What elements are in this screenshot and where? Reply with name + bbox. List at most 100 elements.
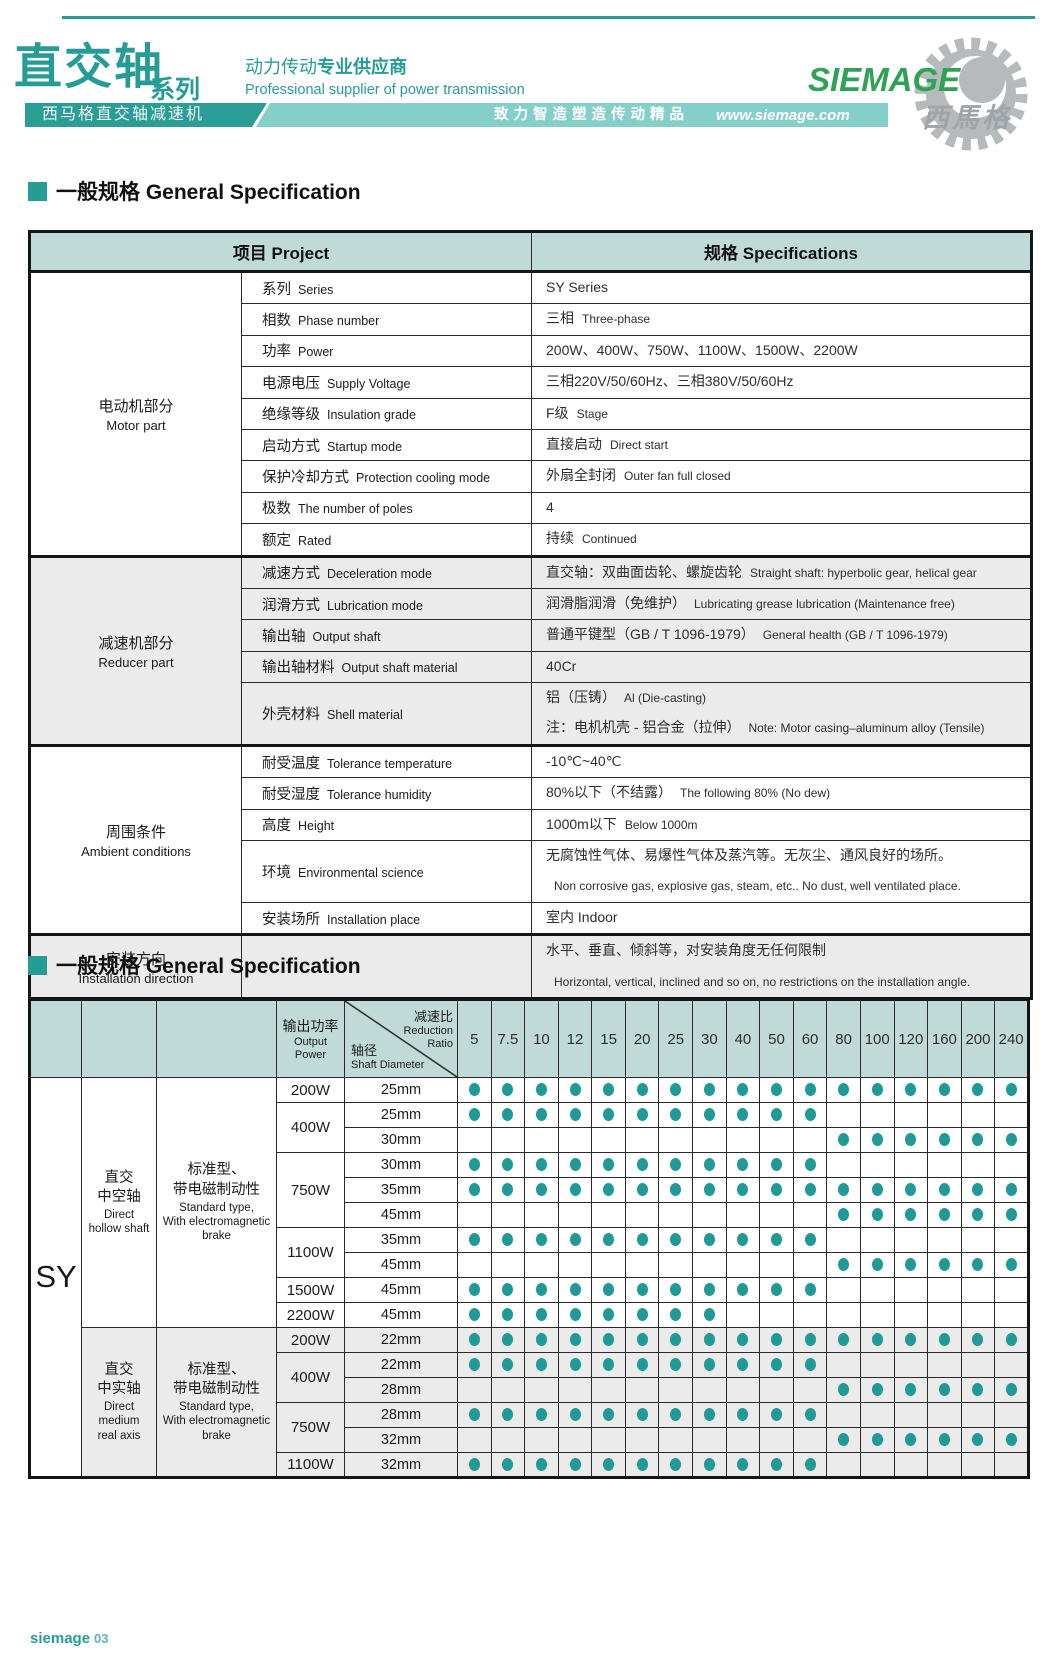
ratio-dot-cell [759,1102,794,1128]
ratio-dot-cell [927,1202,962,1228]
ratio-dot-cell [759,1152,794,1178]
empty-header-cell [156,999,277,1078]
spec-item-cell: 极数 The number of poles [241,491,532,525]
ratio-dot-cell [960,1152,996,1178]
item-label-en: Environmental science [298,865,424,880]
availability-dot [1005,1208,1017,1222]
spec-value-cell: 三相220V/50/60Hz、三相380V/50/60Hz [531,366,1032,399]
slogan-en: Professional supplier of power transmiss… [245,82,525,98]
item-label-en: Deceleration mode [327,567,432,582]
spec-value-line: 水平、垂直、倾斜等，对安装角度无任何限制 [546,936,1030,966]
availability-dot [569,1333,581,1347]
ratio-dot-cell [893,1427,929,1453]
ratio-dot-cell [524,1452,559,1478]
item-label-cn: 额定 [262,532,291,549]
ratio-dot-cell [826,1302,861,1328]
spec-group-cell: 减速机部分 Reducer part [29,554,242,746]
availability-dot [502,1308,514,1322]
ratio-dot-cell [692,1452,727,1478]
ratio-dot-cell [591,1377,626,1403]
ratio-dot-cell [658,1202,694,1228]
ratio-dot-cell [557,1402,593,1428]
spec-value-cell: 无腐蚀性气体、易爆性气体及蒸汽等。无灰尘、通风良好的场所。 Non corrosi… [531,840,1032,903]
availability-dot [569,1108,581,1122]
ratio-dot-cell [557,1102,593,1128]
availability-dot [535,1308,547,1322]
availability-dot [670,1408,682,1422]
spec-value-cn: 普通平键型（GB / T 1096-1979） [546,626,755,643]
ratio-dot-cell [960,1427,996,1453]
ratio-dot-cell [624,1277,660,1303]
availability-dot [938,1083,950,1097]
availability-dot [938,1383,950,1397]
ratio-dot-cell [859,1302,895,1328]
availability-dot [670,1233,682,1247]
diameter-cell: 28mm [344,1377,458,1403]
group-label-en: Reducer part [98,654,174,670]
spec-value-line: 润滑脂润滑（免维护） Lubricating grease lubrication… [546,589,1030,619]
ratio-dot-cell [692,1427,727,1453]
ratio-header-cell: 200 [960,999,996,1078]
spec-value-en: Continued [582,532,637,547]
availability-dot [670,1333,682,1347]
ratio-dot-cell [591,1302,626,1328]
ratio-dot-cell [994,1452,1029,1478]
ratio-dot-cell [457,1452,492,1478]
spec-header-cn: 规格 [704,244,738,263]
spec-row: 输出轴材料 Output shaft material 40Cr [30,650,1032,684]
item-label-en: Height [298,819,335,834]
item-label-cn: 耐受温度 [262,755,320,772]
ratio-header-cell: 12 [557,999,593,1078]
availability-dot [770,1108,782,1122]
ratio-header-cell: 15 [591,999,626,1078]
spec-row: 启动方式 Startup mode 直接启动 Direct start [30,428,1032,462]
availability-dot [737,1158,749,1172]
ratio-dot-cell [692,1327,727,1353]
spec-value-cell: 1000m以下 Below 1000m [531,808,1032,842]
power-cell: 2200W [276,1302,345,1328]
ratio-row: 1100W 32mm [30,1452,1029,1478]
availability-dot [871,1258,883,1272]
group-label-cn: 电动机部分 [98,397,174,415]
availability-dot [972,1333,984,1347]
item-label-en: Rated [298,533,332,548]
brake-type-en: brake [202,1230,231,1243]
spec-value-line: SY Series [546,273,1030,303]
ratio-dot-cell [792,1352,828,1378]
availability-dot [703,1283,715,1297]
ratio-dot-cell [792,1102,828,1128]
ratio-dot-cell [490,1452,526,1478]
availability-dot [569,1283,581,1297]
spec-value-en: Straight shaft: hyperbolic gear, helical… [750,565,977,580]
availability-dot [770,1358,782,1372]
item-label-cn: 相数 [262,313,291,330]
ratio-dot-cell [624,1177,660,1203]
spec-value-cn: 直接启动 [546,435,602,452]
availability-dot [569,1083,581,1097]
spec-value2-en: Note: Motor casing–aluminum alloy (Tensi… [748,721,985,736]
ratio-dot-cell [960,1277,996,1303]
ratio-dot-cell [692,1127,727,1153]
brake-type-cn: 带电磁制动性 [173,1381,260,1398]
availability-dot [636,1333,648,1347]
spec-value-cell: 持续 Continued [531,523,1032,557]
availability-dot [737,1408,749,1422]
availability-dot [670,1183,682,1197]
spec-value-en: Al (Die-casting) [624,691,707,706]
ratio-dot-cell [490,1277,526,1303]
ratio-dot-cell [490,1152,526,1178]
spec-value-cn: 80%以下（不结露） [546,784,673,801]
group-label-en: Installation direction [78,970,194,986]
ratio-dot-cell [457,1202,492,1228]
group-label-cn: 周围条件 [105,824,166,842]
spec-value-line: 40Cr [546,652,1030,682]
ratio-dot-cell [927,1452,962,1478]
spec-row: 环境 Environmental science 无腐蚀性气体、易爆性气体及蒸汽等。… [30,840,1032,903]
ratio-dot-cell [725,1152,761,1178]
spec-header-en: Specifications [742,244,858,263]
spec-item-cell: 安装场所 Installation place [241,901,532,936]
ratio-dot-cell [826,1227,861,1253]
availability-dot [502,1108,514,1122]
ratio-dot-cell [960,1177,996,1203]
ratio-dot-cell [658,1102,694,1128]
